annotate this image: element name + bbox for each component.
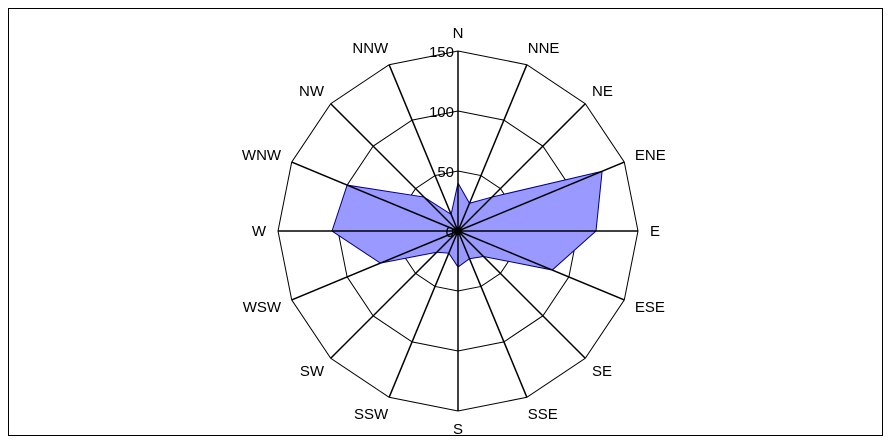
spoke-wsw — [291, 230, 459, 301]
direction-label-s: S — [453, 421, 463, 437]
spoke-ene — [457, 161, 625, 232]
tick-label: 50 — [437, 164, 454, 181]
spoke-ssw — [388, 230, 459, 398]
direction-label-layer: N NNE NE ENE E ESE SE SSE S SSW SW WSW W WNW NW NNW — [242, 25, 666, 437]
direction-label-wnw: WNW — [242, 147, 282, 164]
direction-label-ene: ENE — [635, 147, 666, 164]
spoke-wnw — [291, 161, 459, 232]
direction-label-ese: ESE — [635, 299, 665, 316]
direction-label-w: W — [252, 223, 267, 240]
direction-label-sw: SW — [300, 363, 325, 380]
tick-label: 0 — [446, 224, 454, 241]
series-area-0 — [331, 170, 603, 271]
spoke-ese — [457, 230, 625, 301]
direction-label-ne: NE — [592, 83, 613, 100]
direction-label-nnw: NNW — [352, 40, 389, 57]
spoke-sse — [457, 230, 528, 398]
tick-label: 100 — [429, 104, 454, 121]
direction-label-wsw: WSW — [243, 299, 282, 316]
direction-label-n: N — [453, 25, 464, 42]
spoke-ne — [457, 103, 586, 232]
direction-label-nne: NNE — [528, 40, 560, 57]
direction-label-ssw: SSW — [354, 406, 389, 423]
direction-label-se: SE — [592, 363, 612, 380]
chart-frame: 0 50 100 150 N NNE NE ENE E ESE SE SSE S SSW SW WSW W WN… — [8, 8, 883, 437]
direction-label-sse: SSE — [528, 406, 558, 423]
center-marker — [454, 227, 462, 235]
direction-label-nw: NW — [299, 83, 325, 100]
spoke-nnw — [388, 64, 459, 232]
wind-rose-chart: 0 50 100 150 N NNE NE ENE E ESE SE SSE S SSW SW WSW W WN… — [242, 25, 666, 437]
spoke-nne — [457, 64, 528, 232]
direction-label-e: E — [650, 223, 660, 240]
tick-label: 150 — [429, 44, 454, 61]
spoke-se — [457, 230, 586, 359]
tick-label-layer: 0 50 100 150 — [429, 44, 462, 241]
series-layer — [331, 170, 603, 271]
spoke-nw — [330, 103, 459, 232]
spoke-sw — [330, 230, 459, 359]
